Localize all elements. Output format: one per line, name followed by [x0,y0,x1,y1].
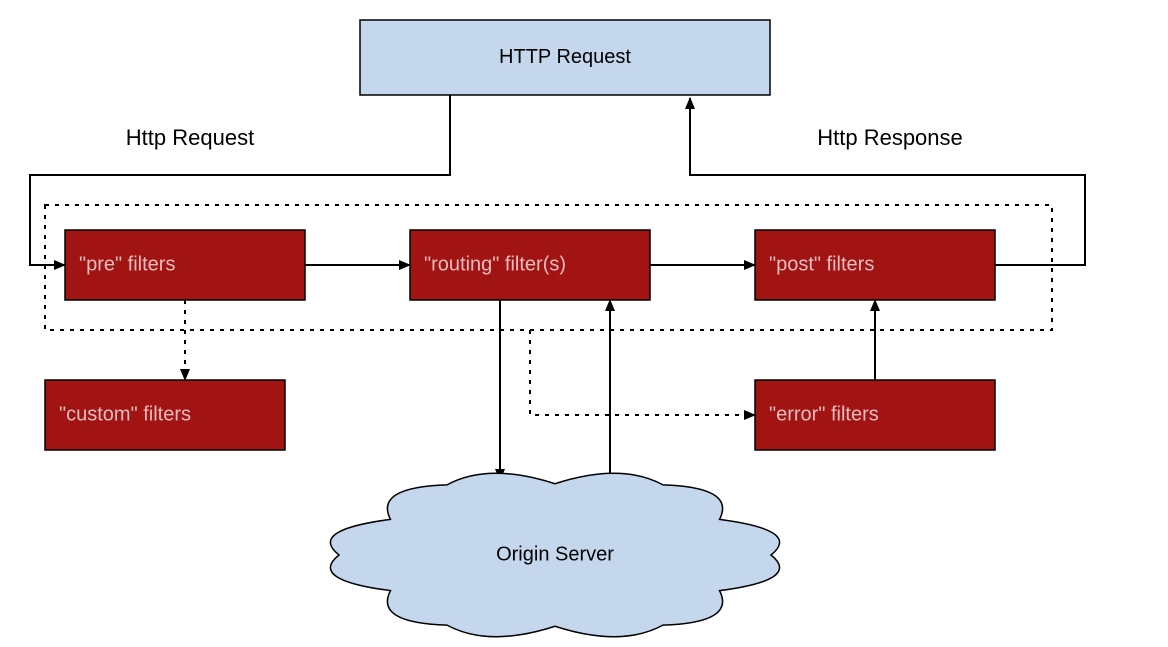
node-label-post: "post" filters [769,253,874,275]
node-label-origin: Origin Server [496,543,614,565]
flowchart-canvas: HTTP Request "pre" filters "routing" filte… [0,0,1168,647]
node-label-error: "error" filters [769,403,879,425]
node-label-http_request: HTTP Request [499,46,631,68]
node-label-custom: "custom" filters [59,403,191,425]
node-label-routing: "routing" filter(s) [424,253,566,275]
edge-label-e_post_out: Http Response [817,125,963,150]
edge-e_frame_to_error [530,330,755,415]
edge-label-e_req_in: Http Request [126,125,254,150]
node-label-pre: "pre" filters [79,253,175,275]
